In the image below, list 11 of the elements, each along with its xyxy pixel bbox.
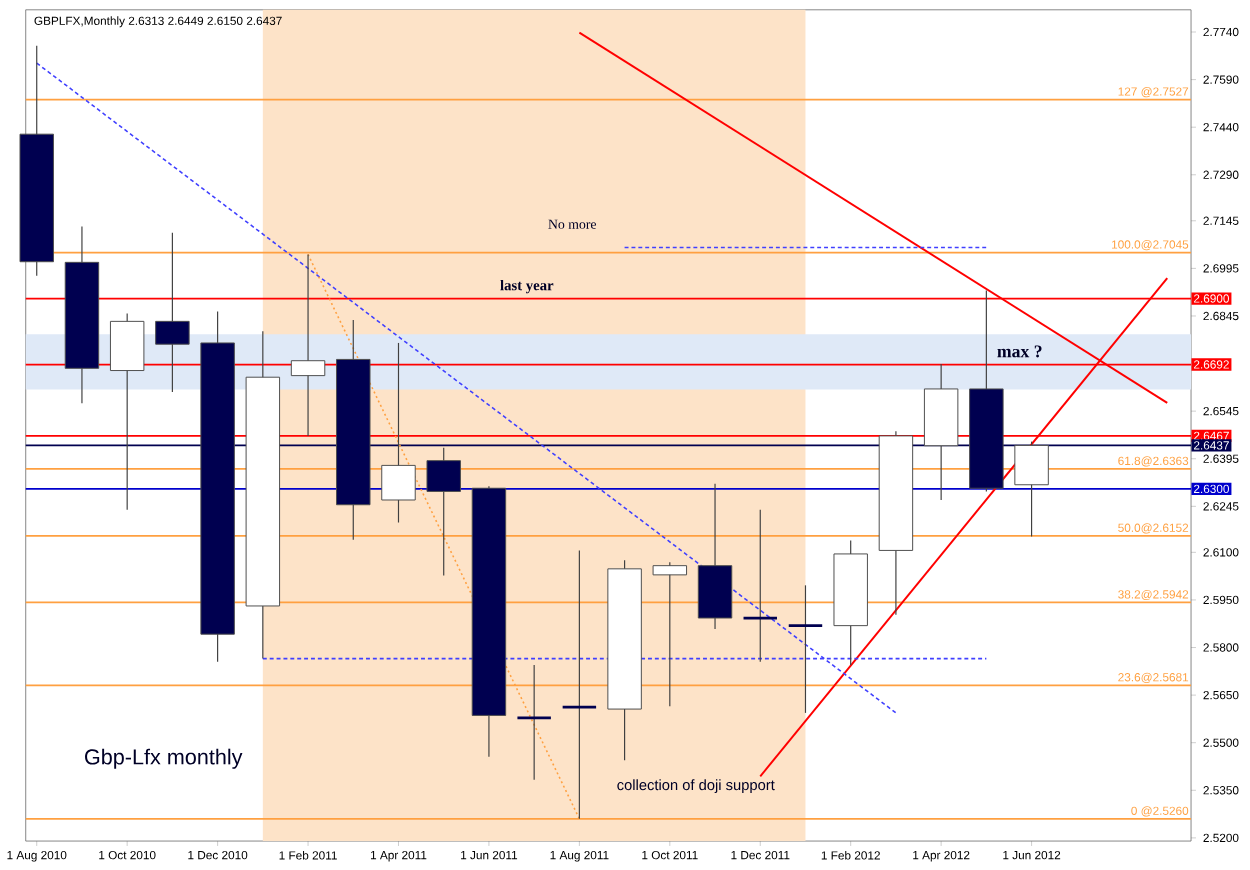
candlestick — [742, 508, 779, 663]
candlestick — [155, 232, 190, 393]
candlestick — [381, 342, 416, 523]
annotation: Gbp-Lfx monthly — [85, 748, 243, 769]
candlestick — [1014, 440, 1049, 537]
candlestick — [516, 664, 553, 781]
candlestick — [787, 584, 824, 714]
candlestick — [652, 561, 688, 707]
candlestick — [561, 549, 598, 820]
candlestick — [290, 253, 326, 437]
annotation: max ? — [997, 345, 1042, 358]
